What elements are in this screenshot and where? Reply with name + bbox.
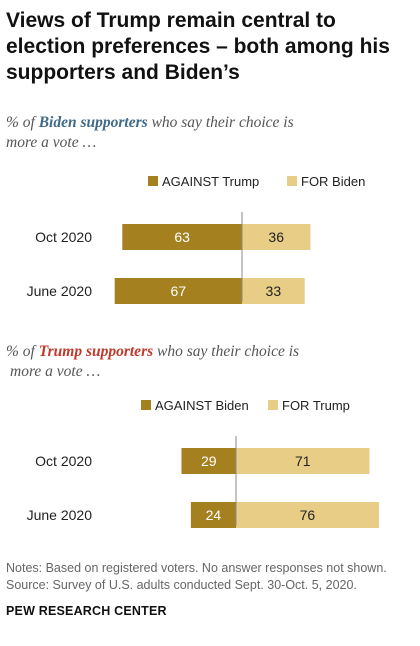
notes-text: Notes: Based on registered voters. No an…: [6, 561, 387, 575]
chart-trump-supporters: AGAINST Biden FOR Trump Oct 2020 29 71 June 2…: [27, 398, 379, 528]
bar-for: [242, 278, 305, 304]
legend-swatch-against: [148, 176, 158, 186]
data-label-against: 29: [201, 453, 217, 469]
bar-against: [114, 278, 242, 304]
legend-label-for: FOR Trump: [282, 398, 350, 413]
subtitle-highlight: Biden supporters: [38, 114, 148, 131]
bar-against: [122, 224, 242, 250]
legend-swatch-for: [268, 400, 278, 410]
chart-biden-supporters: AGAINST Trump FOR Biden Oct 2020 63 36 June 2…: [27, 174, 365, 304]
legend-item-for: FOR Biden: [287, 174, 365, 189]
chart-title: Views of Trump remain central to electio…: [6, 9, 390, 84]
subtitle-trump-supporters: % of Trump supporters who say their choi…: [6, 342, 386, 382]
chart-row: Oct 2020 63 36: [35, 224, 311, 250]
subtitle-biden-supporters: % of Biden supporters who say their choi…: [6, 113, 386, 153]
legend-item-against: AGAINST Biden: [141, 398, 249, 413]
data-label-for: 36: [268, 229, 284, 245]
category-label: June 2020: [27, 283, 93, 299]
subtitle-line2: more a vote …: [6, 134, 97, 151]
legend-label-against: AGAINST Trump: [162, 174, 259, 189]
legend-swatch-against: [141, 400, 151, 410]
data-label-against: 63: [174, 229, 190, 245]
subtitle-highlight: Trump supporters: [38, 343, 154, 360]
bar-for: [236, 502, 379, 528]
chart-row: Oct 2020 29 71: [35, 448, 370, 474]
organization-label: PEW RESEARCH CENTER: [6, 604, 167, 618]
subtitle-suffix: who say their choice is: [153, 343, 300, 360]
bar-for: [242, 224, 311, 250]
chart-row: June 2020 24 76: [27, 502, 379, 528]
bar-against: [190, 502, 236, 528]
category-label: Oct 2020: [35, 453, 92, 469]
subtitle-line2: more a vote …: [10, 363, 101, 380]
bar-against: [181, 448, 236, 474]
legend-label-against: AGAINST Biden: [155, 398, 249, 413]
legend-label-for: FOR Biden: [301, 174, 365, 189]
subtitle-prefix: % of: [6, 343, 39, 360]
subtitle-prefix: % of: [6, 114, 39, 131]
source-text: Source: Survey of U.S. adults conducted …: [6, 578, 357, 592]
legend-item-against: AGAINST Trump: [148, 174, 259, 189]
data-label-for: 76: [300, 507, 316, 523]
chart-row: June 2020 67 33: [27, 278, 305, 304]
subtitle-suffix: who say their choice is: [147, 114, 294, 131]
legend-swatch-for: [287, 176, 297, 186]
data-label-against: 67: [171, 283, 187, 299]
data-label-for: 71: [295, 453, 311, 469]
bar-for: [236, 448, 370, 474]
category-label: Oct 2020: [35, 229, 92, 245]
legend-item-for: FOR Trump: [268, 398, 350, 413]
data-label-against: 24: [206, 507, 222, 523]
notes: Notes: Based on registered voters. No an…: [6, 560, 387, 594]
category-label: June 2020: [27, 507, 93, 523]
data-label-for: 33: [266, 283, 282, 299]
